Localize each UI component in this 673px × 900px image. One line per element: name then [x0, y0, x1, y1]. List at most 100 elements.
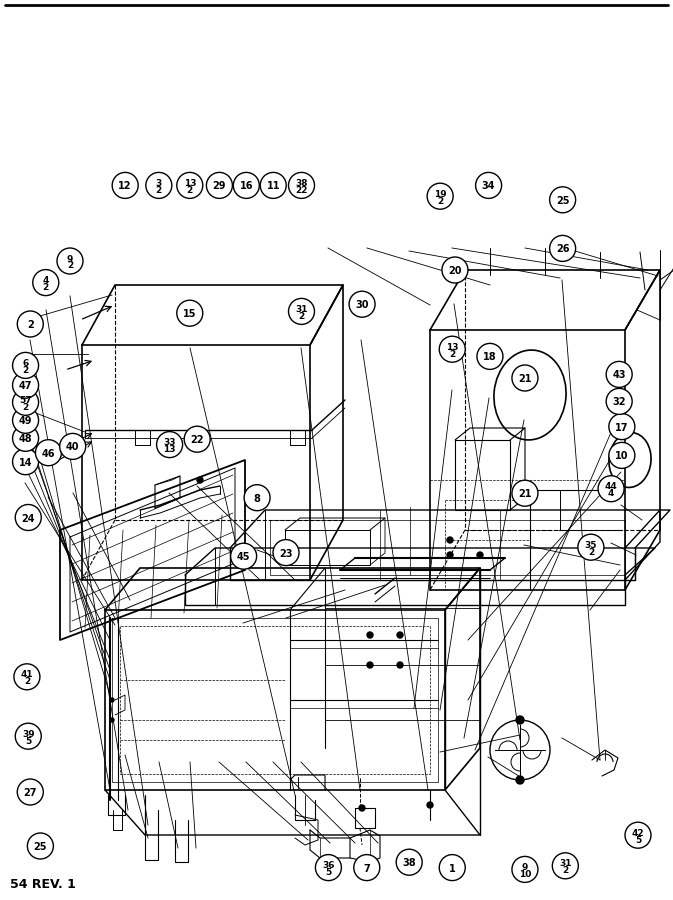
- Text: 33: 33: [164, 438, 176, 447]
- Text: 22: 22: [295, 186, 308, 195]
- Text: 46: 46: [42, 449, 55, 459]
- Circle shape: [231, 544, 256, 569]
- Circle shape: [110, 718, 114, 722]
- Text: 32: 32: [612, 398, 626, 408]
- Text: 9: 9: [522, 863, 528, 872]
- Text: 5: 5: [325, 868, 332, 878]
- Circle shape: [177, 301, 203, 326]
- Circle shape: [397, 632, 403, 638]
- Text: 41: 41: [21, 670, 33, 680]
- Circle shape: [177, 173, 203, 198]
- Circle shape: [14, 664, 40, 689]
- Circle shape: [146, 173, 172, 198]
- Circle shape: [439, 337, 465, 362]
- Circle shape: [609, 443, 635, 468]
- Circle shape: [516, 776, 524, 784]
- Text: 22: 22: [190, 436, 204, 446]
- Circle shape: [349, 292, 375, 317]
- Circle shape: [442, 257, 468, 283]
- Circle shape: [157, 432, 182, 457]
- Text: 29: 29: [213, 182, 226, 192]
- Circle shape: [244, 485, 270, 510]
- Circle shape: [477, 552, 483, 558]
- Text: 44: 44: [605, 482, 617, 491]
- Circle shape: [447, 552, 453, 558]
- Text: 48: 48: [19, 435, 32, 445]
- Text: 42: 42: [632, 829, 644, 838]
- Circle shape: [447, 537, 453, 543]
- Text: 36: 36: [322, 861, 334, 870]
- Circle shape: [476, 173, 501, 198]
- Circle shape: [273, 540, 299, 565]
- Text: 1: 1: [449, 864, 456, 874]
- Circle shape: [289, 299, 314, 324]
- Circle shape: [367, 662, 373, 668]
- Text: 2: 2: [449, 350, 456, 359]
- Circle shape: [427, 802, 433, 808]
- Circle shape: [197, 477, 203, 483]
- Text: 2: 2: [155, 186, 162, 195]
- Text: 2: 2: [298, 312, 305, 321]
- Circle shape: [598, 476, 624, 501]
- Circle shape: [17, 779, 43, 805]
- Text: 6: 6: [22, 359, 29, 368]
- Text: 54 REV. 1: 54 REV. 1: [10, 878, 76, 891]
- Circle shape: [354, 855, 380, 880]
- Text: 2: 2: [67, 262, 73, 271]
- Circle shape: [316, 855, 341, 880]
- Text: 26: 26: [556, 245, 569, 255]
- Text: 35: 35: [585, 541, 597, 550]
- Circle shape: [260, 173, 286, 198]
- Text: 39: 39: [22, 730, 34, 739]
- Circle shape: [13, 449, 38, 474]
- Circle shape: [397, 662, 403, 668]
- Circle shape: [17, 311, 43, 337]
- Text: 2: 2: [22, 366, 29, 375]
- Circle shape: [550, 236, 575, 261]
- Text: 2: 2: [588, 548, 594, 557]
- Circle shape: [289, 173, 314, 198]
- Text: 2: 2: [186, 186, 193, 195]
- Text: 13: 13: [446, 343, 458, 352]
- Text: 40: 40: [66, 443, 79, 453]
- Text: 2: 2: [437, 197, 444, 206]
- Text: 45: 45: [237, 553, 250, 562]
- Text: 8: 8: [254, 494, 260, 504]
- Circle shape: [477, 344, 503, 369]
- Text: 47: 47: [19, 382, 32, 392]
- Circle shape: [234, 173, 259, 198]
- Text: 9: 9: [67, 255, 73, 264]
- Text: 16: 16: [240, 182, 253, 192]
- Circle shape: [516, 716, 524, 724]
- Text: 2: 2: [562, 867, 569, 876]
- Text: 31: 31: [559, 860, 571, 868]
- Text: 2: 2: [22, 403, 29, 412]
- Circle shape: [427, 184, 453, 209]
- Circle shape: [512, 857, 538, 882]
- Circle shape: [550, 187, 575, 212]
- Circle shape: [625, 823, 651, 848]
- Text: 11: 11: [267, 182, 280, 192]
- Text: 24: 24: [22, 514, 35, 524]
- Text: 14: 14: [19, 458, 32, 468]
- Text: 5: 5: [635, 836, 641, 845]
- Text: 4: 4: [608, 490, 614, 499]
- Circle shape: [609, 414, 635, 439]
- Text: 21: 21: [518, 374, 532, 384]
- Text: 23: 23: [279, 549, 293, 559]
- Text: 7: 7: [363, 864, 370, 874]
- Text: 25: 25: [556, 196, 569, 206]
- Text: 25: 25: [34, 842, 47, 852]
- Circle shape: [36, 440, 61, 465]
- Circle shape: [13, 373, 38, 398]
- Circle shape: [184, 427, 210, 452]
- Circle shape: [13, 390, 38, 415]
- Text: 13: 13: [184, 179, 196, 188]
- Text: 2: 2: [27, 320, 34, 330]
- Text: 38: 38: [402, 859, 416, 868]
- Text: 57: 57: [20, 396, 32, 405]
- Circle shape: [33, 270, 59, 295]
- Text: 30: 30: [355, 301, 369, 310]
- Circle shape: [578, 535, 604, 560]
- Circle shape: [606, 389, 632, 414]
